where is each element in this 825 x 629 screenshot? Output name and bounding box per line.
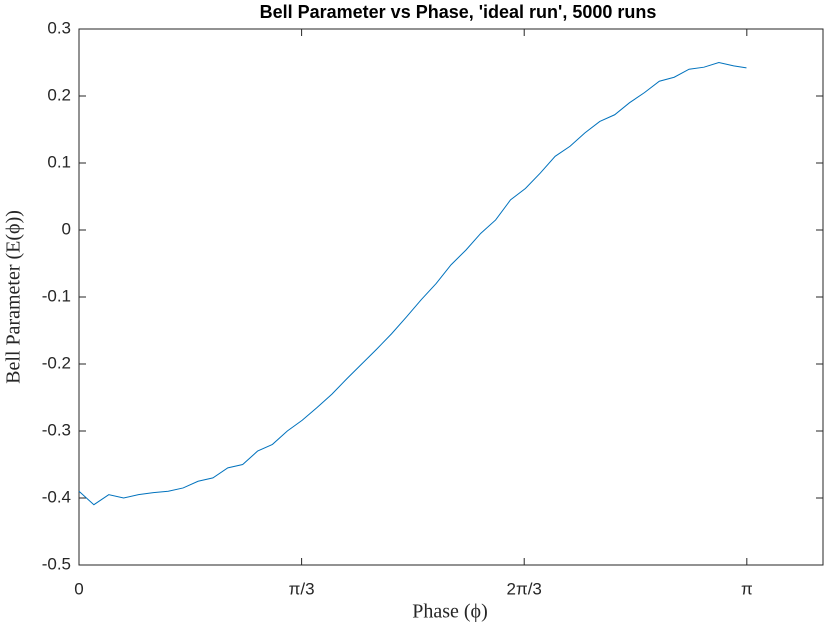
y-tick-label: -0.5 — [42, 554, 71, 573]
chart-title: Bell Parameter vs Phase, 'ideal run', 50… — [260, 2, 657, 22]
y-tick-label: -0.2 — [42, 353, 71, 372]
x-tick-label: 2π/3 — [507, 579, 542, 598]
data-line — [78, 61, 747, 506]
y-tick-label: 0 — [62, 219, 71, 238]
y-tick-label: 0.1 — [47, 152, 71, 171]
y-tick-label: -0.1 — [42, 286, 71, 305]
x-axis-label: Phase (ϕ) — [412, 601, 488, 623]
y-tick-label: -0.3 — [42, 420, 71, 439]
y-tick-label: 0.2 — [47, 85, 71, 104]
y-tick-label: -0.4 — [42, 487, 71, 506]
x-tick-label: 0 — [74, 579, 83, 598]
y-axis-label: Bell Parameter (E(ϕ)) — [3, 210, 25, 384]
x-tick-label: π/3 — [289, 579, 315, 598]
x-tick-label: π — [741, 579, 753, 598]
y-tick-label: 0.3 — [47, 18, 71, 37]
